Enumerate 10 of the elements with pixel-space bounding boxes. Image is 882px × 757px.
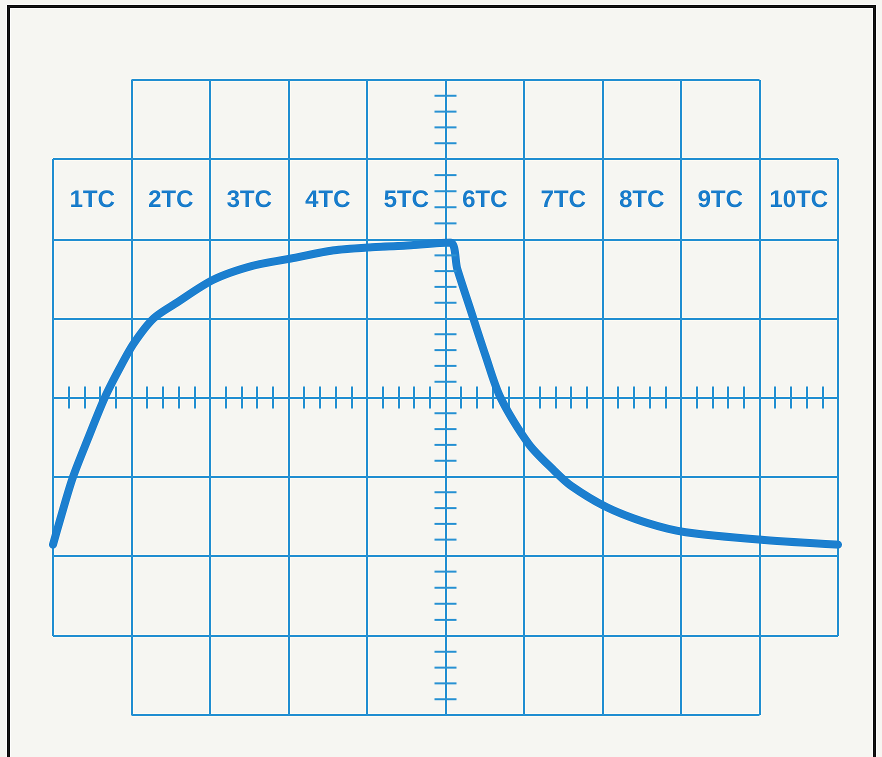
- x-tick-label: 6TC: [462, 186, 508, 213]
- x-tick-label: 10TC: [769, 186, 828, 213]
- x-tick-label: 9TC: [698, 186, 743, 213]
- x-tick-label: 7TC: [540, 186, 586, 213]
- x-tick-label: 5TC: [384, 186, 429, 213]
- x-tick-label: 1TC: [70, 186, 115, 213]
- x-tick-label: 2TC: [148, 186, 194, 213]
- x-tick-label: 4TC: [305, 186, 350, 213]
- x-tick-label: 8TC: [619, 186, 664, 213]
- x-tick-label: 3TC: [226, 186, 272, 213]
